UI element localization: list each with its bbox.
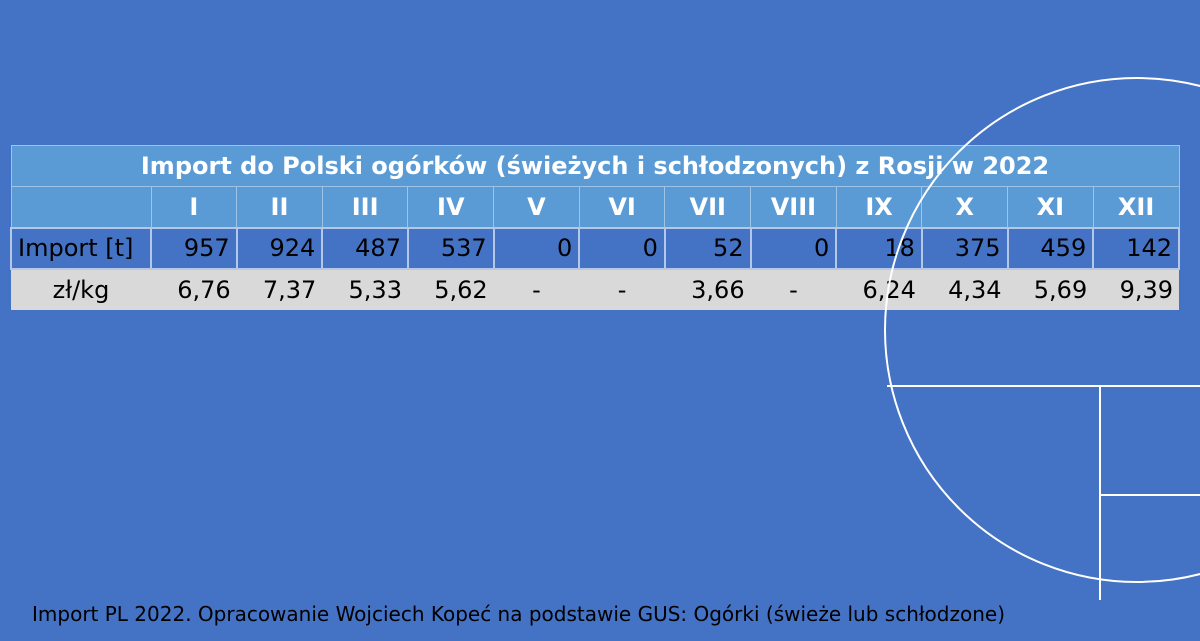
table-title: Import do Polski ogórków (świeżych i sch… — [10, 145, 1180, 187]
data-cell: 6,24 — [836, 268, 922, 310]
data-cell: 0 — [749, 226, 838, 270]
data-cell: 957 — [150, 226, 238, 270]
data-cell: 375 — [920, 226, 1009, 270]
corner-cell — [10, 186, 152, 228]
data-cell: 5,33 — [322, 268, 408, 310]
footer: Import PL 2022. Opracowanie Wojciech Kop… — [32, 602, 1005, 626]
row-label: Import [t] — [10, 226, 152, 270]
month-header: VII — [664, 186, 752, 228]
data-cell: - — [579, 268, 665, 310]
data-cell: 7,37 — [236, 268, 323, 310]
month-header: VI — [578, 186, 666, 228]
data-cell: 0 — [492, 226, 581, 270]
month-header: IV — [407, 186, 495, 228]
data-cell: 6,76 — [151, 268, 237, 310]
data-cell: 9,39 — [1093, 268, 1179, 310]
data-cell: 924 — [235, 226, 324, 270]
data-cell: - — [493, 268, 580, 310]
data-cell: 459 — [1006, 226, 1095, 270]
month-header: X — [921, 186, 1009, 228]
month-header: VIII — [750, 186, 837, 228]
data-cell: 5,69 — [1007, 268, 1094, 310]
data-cell: 487 — [321, 226, 409, 270]
data-cell: 3,66 — [664, 268, 751, 310]
month-header: III — [321, 186, 409, 228]
data-cell: - — [750, 268, 837, 310]
row-label: zł/kg — [11, 268, 151, 310]
header-row: I II III IV V VI VII VIII IX X XI XII — [10, 186, 1180, 228]
month-header: II — [236, 186, 323, 228]
month-header: I — [150, 186, 238, 228]
title-row: Import do Polski ogórków (świeżych i sch… — [10, 145, 1180, 187]
data-cell: 18 — [835, 226, 923, 270]
data-row: zł/kg 6,76 7,37 5,33 5,62- -3,66-6,24 4,34 5,69… — [11, 268, 1179, 310]
month-header: XI — [1007, 186, 1094, 228]
data-cell: 0 — [578, 226, 666, 270]
data-cell: 4,34 — [921, 268, 1008, 310]
data-table: Import do Polski ogórków (świeżych i sch… — [10, 145, 1180, 310]
data-cell: 537 — [406, 226, 495, 270]
data-cell: 5,62 — [407, 268, 494, 310]
data-row: Import [t] 957 924 487 537 0 0 52 0 18 375 459 142 — [10, 226, 1180, 270]
data-cell: 52 — [663, 226, 752, 270]
month-header: XII — [1092, 186, 1180, 228]
month-header: V — [493, 186, 580, 228]
month-header: IX — [835, 186, 923, 228]
data-cell: 142 — [1092, 226, 1180, 270]
